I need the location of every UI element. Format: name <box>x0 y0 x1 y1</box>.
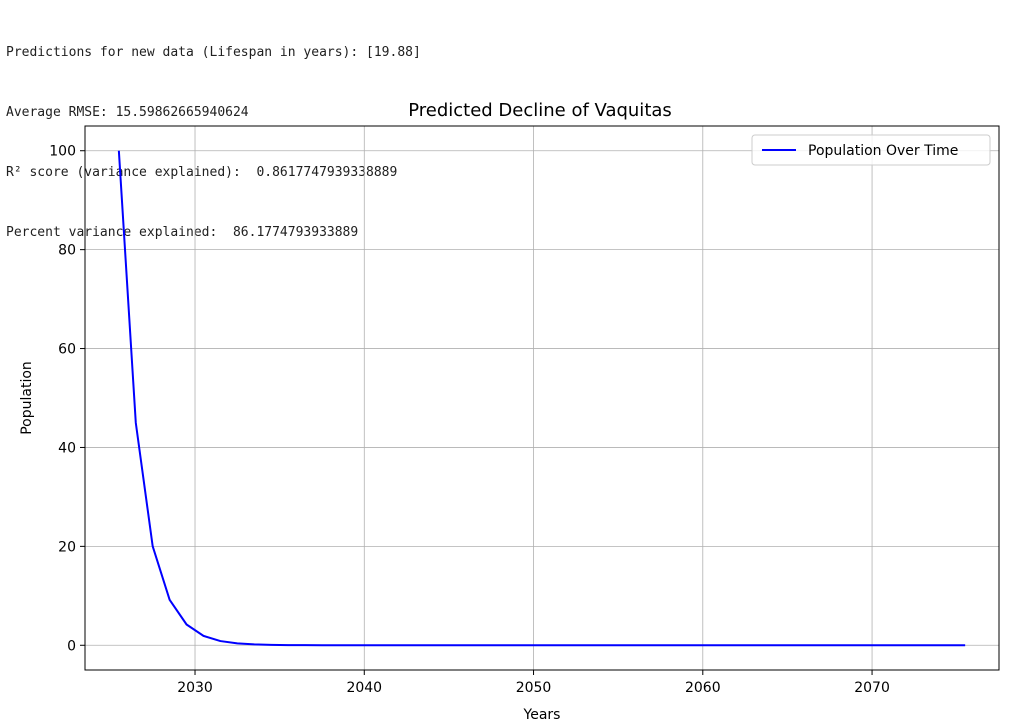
population-line <box>117 150 966 647</box>
y-tick-label: 0 <box>67 638 76 654</box>
y-tick-label: 80 <box>58 243 76 259</box>
rmse-line: Average RMSE: 15.59862665940624 <box>6 105 249 120</box>
y-tick-label: 40 <box>58 440 76 456</box>
y-tick-label: 100 <box>49 144 76 160</box>
percent-variance-line: Percent variance explained: 86.177479393… <box>6 225 359 240</box>
prediction-line: Predictions for new data (Lifespan in ye… <box>6 45 421 60</box>
x-tick-label: 2060 <box>685 680 721 696</box>
x-tick-label: 2040 <box>346 680 382 696</box>
y-axis-label: Population <box>19 361 35 435</box>
grid <box>85 126 999 670</box>
x-tick-label: 2070 <box>854 680 890 696</box>
x-axis-label: Years <box>523 707 561 723</box>
legend: Population Over Time <box>751 134 991 166</box>
legend-label: Population Over Time <box>808 143 958 159</box>
x-tick-label: 2050 <box>516 680 552 696</box>
legend-box <box>751 134 991 166</box>
y-tick-label: 20 <box>58 539 76 555</box>
y-tick-label: 60 <box>58 342 76 358</box>
x-tick-label: 2030 <box>177 680 213 696</box>
chart-title: Predicted Decline of Vaquitas <box>408 100 672 121</box>
series-layer <box>117 150 966 647</box>
r2-line: R² score (variance explained): 0.8617747… <box>6 165 398 180</box>
console-output: Predictions for new data (Lifespan in ye… <box>6 3 421 263</box>
plot-frame <box>84 125 1000 671</box>
